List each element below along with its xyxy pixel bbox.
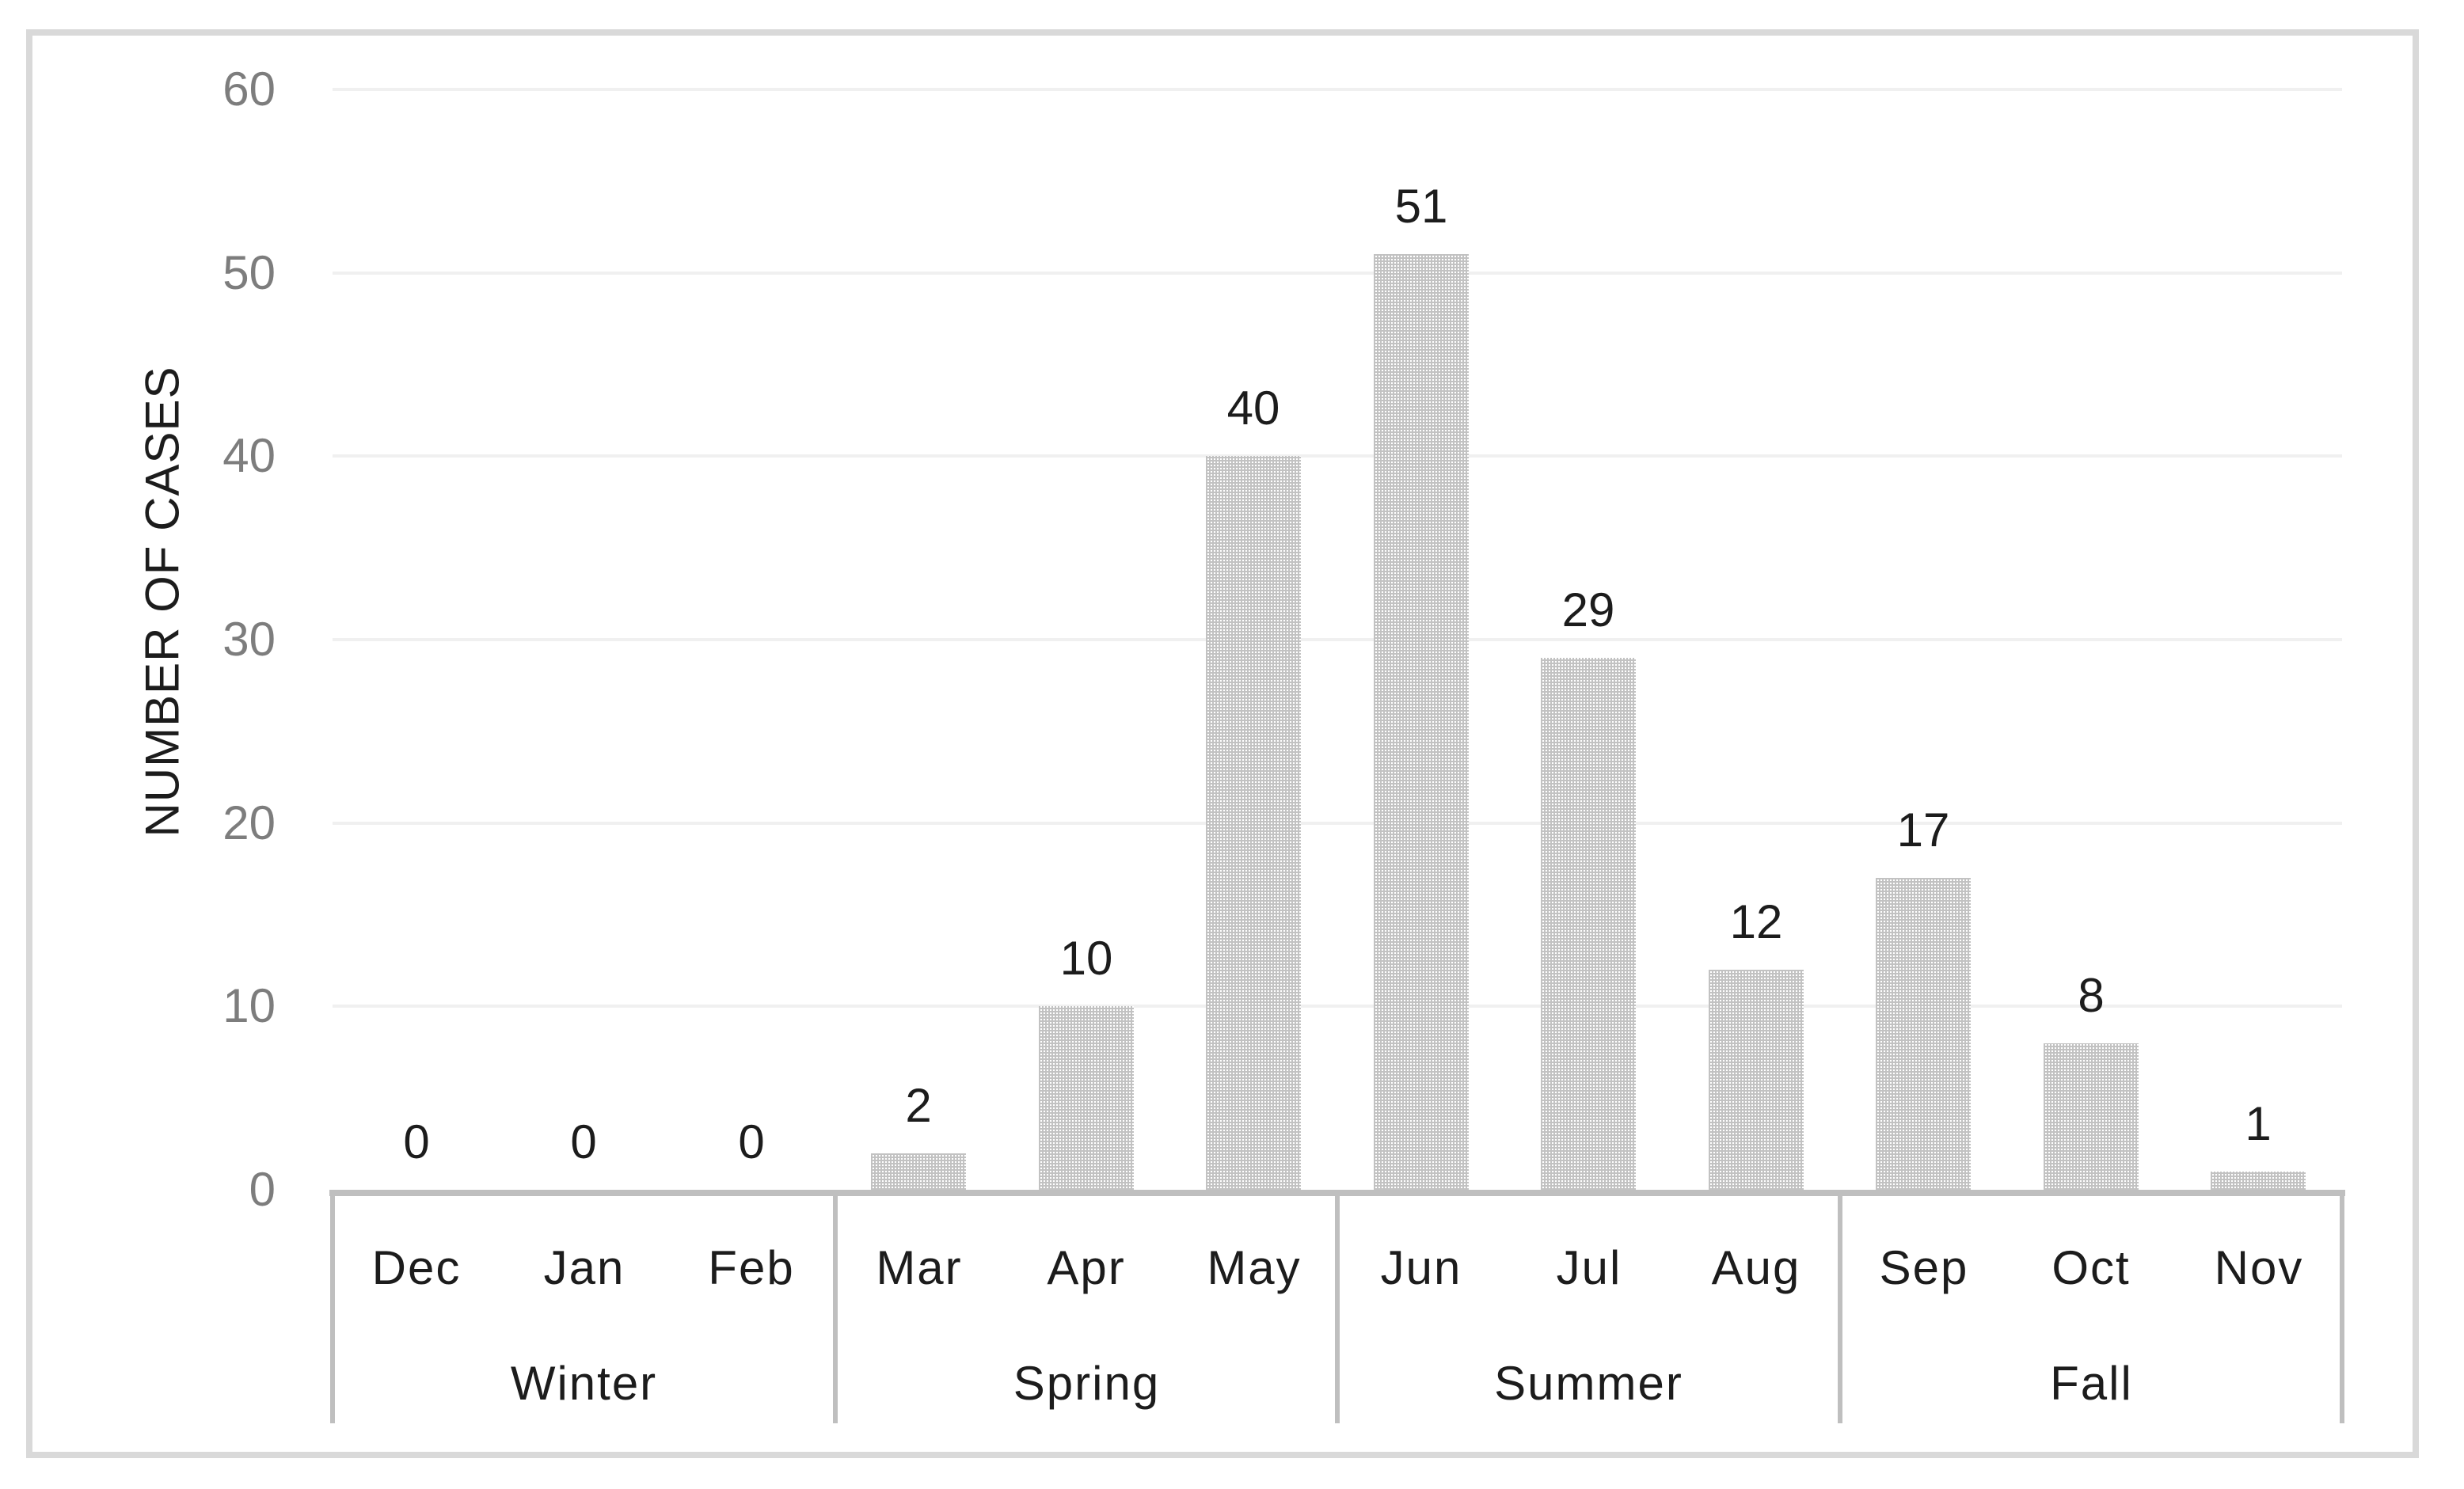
bar-value-label-May: 40 <box>1226 382 1280 435</box>
month-label-Jun: Jun <box>1380 1241 1462 1294</box>
bar-value-label-Nov: 1 <box>2245 1097 2272 1150</box>
gridline-20 <box>333 821 2342 825</box>
month-label-Apr: Apr <box>1047 1241 1126 1294</box>
bar-value-label-Jun: 51 <box>1394 180 1448 233</box>
month-label-Oct: Oct <box>2051 1241 2131 1294</box>
bar-May <box>1206 456 1301 1190</box>
month-label-Mar: Mar <box>876 1241 963 1294</box>
bar-value-label-Jan: 0 <box>570 1115 597 1168</box>
month-label-Aug: Aug <box>1711 1241 1801 1294</box>
y-tick-label-40: 40 <box>222 429 276 483</box>
bar-Aug <box>1709 970 1804 1190</box>
season-divider-3 <box>1838 1190 1842 1423</box>
bar-value-label-Sep: 17 <box>1896 803 1950 857</box>
y-tick-label-60: 60 <box>222 62 276 116</box>
y-tick-label-0: 0 <box>249 1163 276 1216</box>
season-label-Summer: Summer <box>1494 1357 1683 1410</box>
month-label-Nov: Nov <box>2214 1241 2304 1294</box>
bar-Jul <box>1541 658 1636 1190</box>
bar-Oct <box>2044 1043 2139 1190</box>
season-label-Fall: Fall <box>2050 1357 2133 1410</box>
season-divider-0 <box>330 1190 335 1423</box>
month-label-May: May <box>1207 1241 1302 1294</box>
season-divider-1 <box>833 1190 838 1423</box>
gridline-50 <box>333 271 2342 275</box>
gridline-40 <box>333 454 2342 458</box>
bar-Sep <box>1876 878 1971 1190</box>
gridline-30 <box>333 637 2342 641</box>
month-label-Dec: Dec <box>371 1241 462 1294</box>
bar-value-label-Feb: 0 <box>738 1115 765 1168</box>
season-divider-right <box>2340 1190 2344 1423</box>
bar-Apr <box>1039 1006 1134 1190</box>
bar-value-label-Aug: 12 <box>1729 895 1783 948</box>
month-label-Feb: Feb <box>708 1241 795 1294</box>
bar-value-label-Apr: 10 <box>1059 932 1113 985</box>
bar-Jun <box>1374 254 1469 1190</box>
gridline-60 <box>333 87 2342 91</box>
y-tick-label-20: 20 <box>222 796 276 849</box>
bar-value-label-Mar: 2 <box>905 1079 932 1132</box>
bar-value-label-Dec: 0 <box>403 1115 430 1168</box>
bar-Nov <box>2211 1172 2306 1190</box>
month-label-Jul: Jul <box>1556 1241 1622 1294</box>
y-tick-label-50: 50 <box>222 245 276 299</box>
y-tick-label-10: 10 <box>222 979 276 1033</box>
chart-frame-border <box>26 29 2419 1458</box>
bar-Mar <box>871 1153 966 1190</box>
season-label-Winter: Winter <box>510 1357 658 1410</box>
season-label-Spring: Spring <box>1013 1357 1161 1410</box>
bar-value-label-Jul: 29 <box>1561 583 1615 636</box>
bar-value-label-Oct: 8 <box>2078 969 2105 1022</box>
y-tick-label-30: 30 <box>222 612 276 666</box>
gridline-10 <box>333 1005 2342 1008</box>
month-label-Sep: Sep <box>1879 1241 1969 1294</box>
season-divider-2 <box>1335 1190 1340 1423</box>
month-label-Jan: Jan <box>543 1241 626 1294</box>
